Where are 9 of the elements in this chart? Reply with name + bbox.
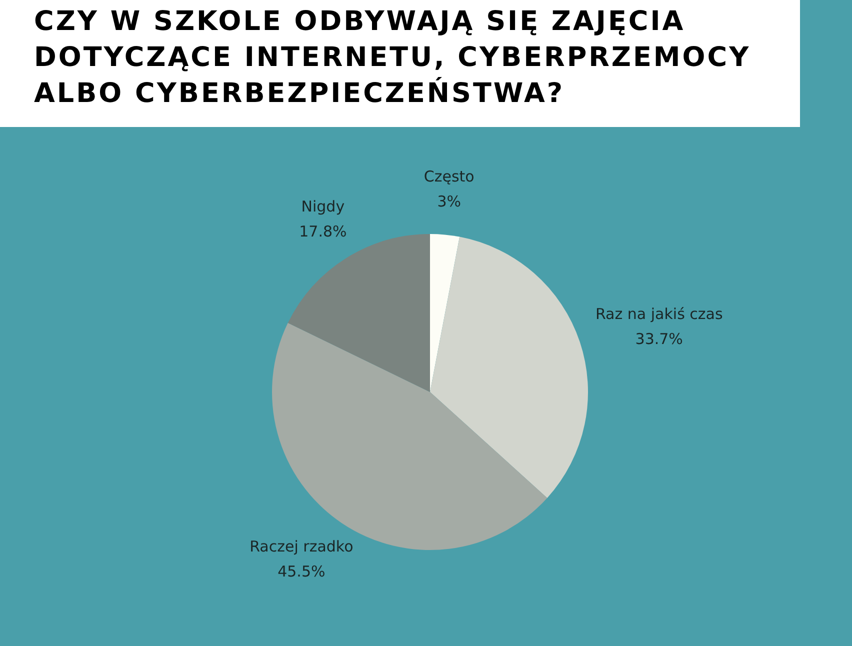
slice-label: Często [424,167,474,186]
data-label: 45.5% [278,562,326,581]
slice-label: Raczej rzadko [250,538,354,556]
slice-label: Raz na jakiś czas [595,304,723,323]
data-label: 3% [437,192,462,210]
chart-title: CZY W SZKOLE ODBYWAJĄ SIĘ ZAJĘCIA DOTYCZĄCE INTERNETU, CYBERPRZEMOCY ALBO CYBERBEZPIECZEŃSTWA? [33,5,752,111]
data-label: 33.7% [635,330,683,348]
slice-label: Nigdy [301,197,345,216]
data-label: 17.8% [299,222,347,240]
